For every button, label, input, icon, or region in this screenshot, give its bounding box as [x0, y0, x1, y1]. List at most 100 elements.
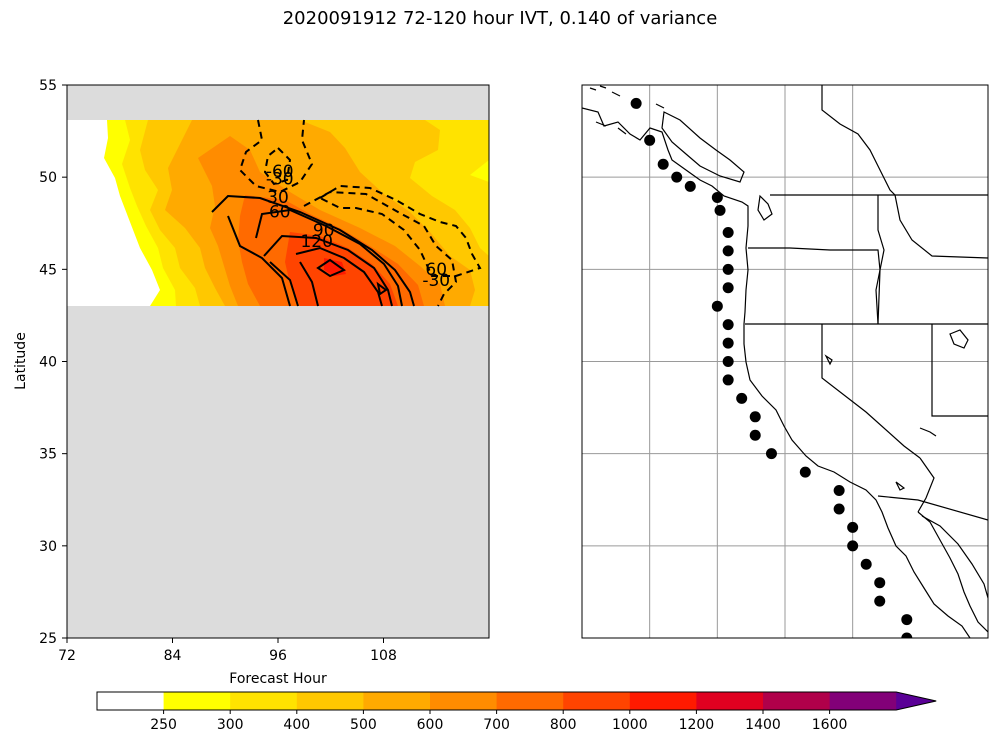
x-axis-label: Forecast Hour	[229, 671, 327, 687]
lake-mead	[919, 427, 937, 437]
contour-line-neg30-north	[238, 119, 314, 194]
contour-label: 30	[267, 188, 289, 208]
colorbar-tick-label: 250	[150, 717, 177, 733]
location-marker	[722, 245, 734, 257]
border-us-mexico	[877, 495, 988, 521]
right-map-panel	[581, 84, 989, 639]
location-marker	[657, 158, 669, 170]
y-tick-label: 50	[39, 170, 57, 186]
colorbar-segment	[430, 692, 498, 710]
contour-label: -30	[422, 271, 450, 291]
contour-line-inner-east	[376, 281, 388, 296]
baja-east-coast	[917, 511, 988, 633]
location-marker	[711, 191, 723, 203]
x-tick-label: 72	[58, 648, 76, 664]
contour-label: 60	[425, 260, 447, 280]
colorbar-tick-label: 1000	[612, 717, 648, 733]
contour-line-90-west	[269, 261, 299, 307]
puget-sound	[757, 194, 773, 221]
coast-islands	[589, 85, 665, 135]
location-marker	[901, 632, 913, 638]
location-marker	[644, 134, 656, 146]
x-tick-label: 84	[164, 648, 182, 664]
y-axis-label: Latitude	[13, 332, 29, 390]
map-borders	[582, 85, 988, 638]
colorbar-tick-label: 400	[283, 717, 310, 733]
location-marker	[711, 300, 723, 312]
colorbar-extension	[896, 692, 937, 710]
location-marker	[799, 466, 811, 478]
contour-line-30	[211, 194, 415, 307]
location-marker	[722, 356, 734, 367]
y-tick-label: 40	[39, 355, 57, 371]
colorbar-segment	[363, 692, 431, 710]
y-tick-label: 25	[39, 631, 57, 647]
location-marker	[722, 374, 734, 386]
x-tick-label: 108	[370, 648, 397, 664]
contour-label: 120	[300, 232, 332, 252]
y-tick-label: 35	[39, 447, 57, 463]
location-marker	[833, 503, 845, 515]
ivt-filled-contours	[67, 120, 489, 306]
y-tick-label: 55	[39, 78, 57, 94]
border-bc-alberta	[821, 85, 896, 196]
left-axis-ticks: 72 84 96 108 25 30 35 40 45 50 55	[39, 78, 397, 664]
contour-line-120-west	[299, 261, 319, 307]
colorbar-segment	[230, 692, 298, 710]
colorbar-segment	[763, 692, 831, 710]
contour-line-inner-loop	[316, 258, 347, 278]
colorbar-segment	[296, 692, 364, 710]
location-marker	[722, 263, 734, 275]
contour-line-neg60	[263, 146, 292, 186]
contour-line-neg60-east	[317, 184, 482, 277]
figure-title: 2020091912 72-120 hour IVT, 0.140 of var…	[282, 8, 718, 29]
vancouver-island	[661, 111, 745, 183]
colorbar-tick-label: 500	[350, 717, 377, 733]
colorbar: 250 300 400 500 600 700 800 1000 1200 1400 1600	[96, 691, 937, 733]
location-marker	[749, 429, 761, 441]
border-idaho	[877, 195, 885, 325]
location-marker	[874, 577, 886, 589]
colorbar-tick-label: 300	[217, 717, 244, 733]
location-marker	[671, 171, 683, 183]
border-ca-nv	[821, 324, 921, 459]
location-marker	[860, 558, 872, 570]
coastline	[582, 107, 971, 638]
colorbar-tick-label: 1400	[745, 717, 781, 733]
contour-label: -60	[266, 162, 294, 182]
colorbar-tick-label: 1600	[812, 717, 848, 733]
colorbar-tick-label: 700	[483, 717, 510, 733]
colorbar-segment	[496, 692, 564, 710]
contour-line-60-inner	[255, 208, 403, 307]
location-marker	[714, 204, 726, 216]
contour-label: 90	[313, 221, 335, 241]
location-marker	[684, 180, 696, 192]
contour-label: 60	[269, 203, 291, 223]
location-marker	[630, 97, 642, 109]
border-ca-az	[917, 457, 935, 513]
colorbar-segment	[829, 692, 897, 710]
location-marker	[765, 448, 777, 460]
border-wa-or	[748, 247, 881, 325]
contour-line-neg30-east	[303, 190, 458, 307]
colorbar-tick-label: 600	[417, 717, 444, 733]
border-montana	[894, 194, 988, 259]
location-marker	[833, 485, 845, 497]
great-salt-lake	[949, 329, 969, 349]
colorbar-segment	[629, 692, 697, 710]
location-marker	[749, 411, 761, 423]
y-tick-label: 45	[39, 262, 57, 278]
contour-line-90	[263, 234, 393, 307]
map-markers	[630, 97, 913, 638]
location-marker	[722, 226, 734, 238]
location-marker	[847, 540, 859, 552]
colorbar-outline	[96, 691, 937, 711]
location-marker	[722, 319, 734, 331]
map-frame	[581, 84, 989, 639]
variance-contour-lines	[211, 119, 482, 307]
colorbar-segment	[97, 692, 165, 710]
location-marker	[722, 282, 734, 294]
